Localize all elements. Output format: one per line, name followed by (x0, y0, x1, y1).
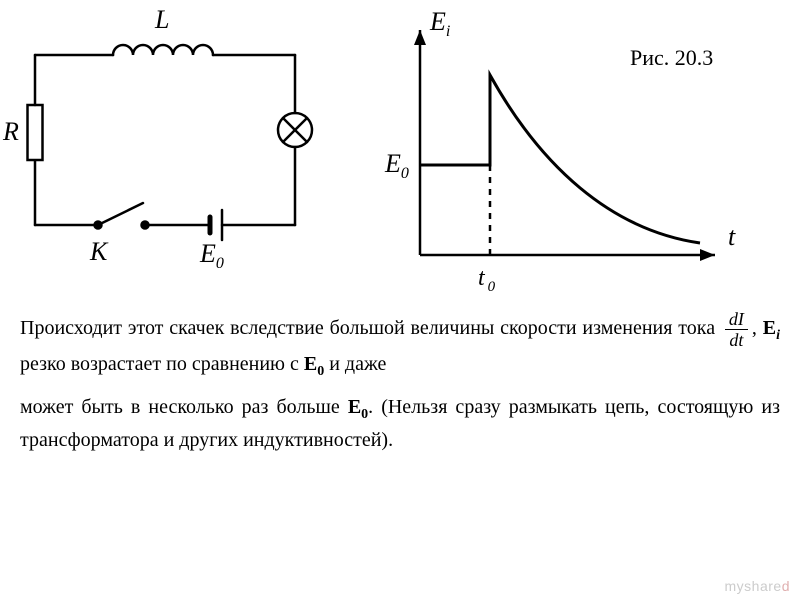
graph-ylabel: Ei (429, 7, 450, 40)
p1-text-mid: резко возрастает по сравнению с (20, 353, 304, 375)
watermark-b: d (782, 578, 790, 594)
figure-area: L R K E0 Ei t E0 t0 (0, 0, 800, 300)
figure-caption: Рис. 20.3 (630, 45, 713, 71)
p1-text-a: Происходит этот скачек вследствие большо… (20, 317, 721, 339)
p2-text-a: может быть в несколько раз больше (20, 396, 348, 418)
paragraph-2: может быть в несколько раз больше E0. (Н… (20, 392, 780, 455)
body-text: Происходит этот скачек вследствие большо… (20, 310, 780, 465)
label-R: R (2, 117, 19, 146)
circuit-diagram: L R K E0 (0, 0, 340, 300)
graph-E0-label: E0 (384, 149, 409, 182)
graph-t0-label: t0 (478, 265, 496, 295)
p1-comma: , (752, 317, 763, 339)
fraction-dI-dt: dI dt (725, 310, 748, 349)
inline-E-0-a: E0 (304, 353, 324, 375)
inline-E-i: Ei (763, 317, 780, 339)
watermark-a: myshare (725, 578, 782, 594)
label-L: L (154, 5, 169, 34)
label-K: K (89, 237, 109, 266)
p1-text-post: и даже (329, 353, 386, 375)
frac-den: dt (725, 330, 748, 349)
watermark: myshared (725, 578, 790, 594)
paragraph-1: Происходит этот скачек вследствие большо… (20, 310, 780, 382)
label-E0: E0 (199, 239, 224, 272)
frac-num: dI (725, 310, 748, 330)
inline-E-0-b: E0 (348, 396, 368, 418)
graph-xlabel: t (728, 222, 736, 251)
